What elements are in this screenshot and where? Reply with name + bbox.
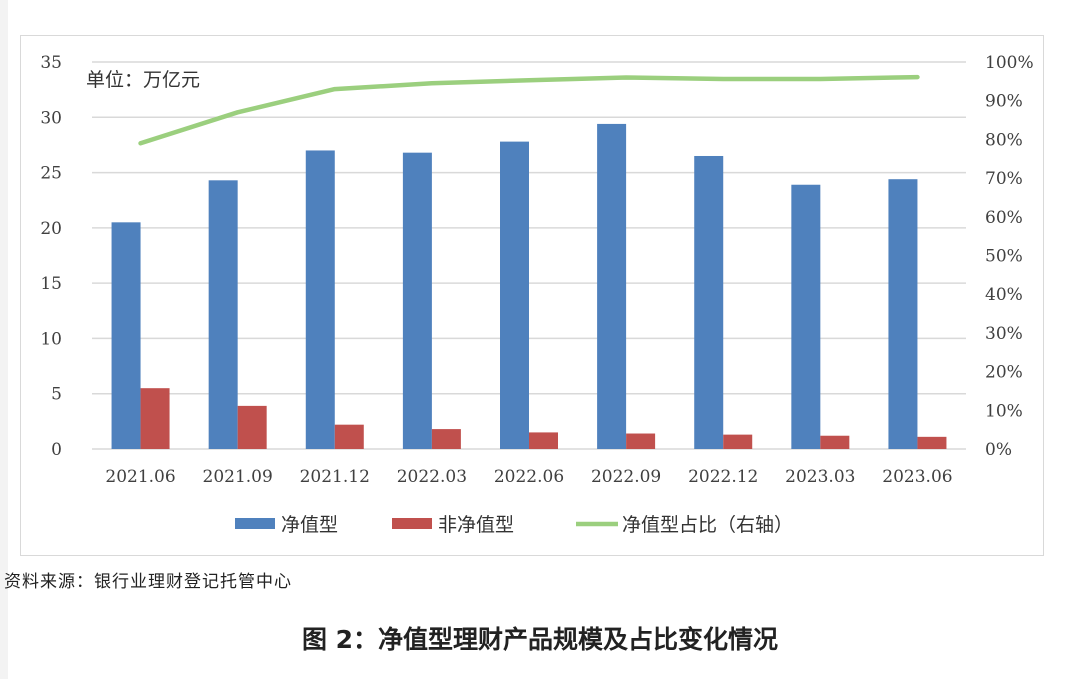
y2-tick-label: 100%: [985, 53, 1034, 73]
y-tick-label: 30: [40, 108, 62, 128]
y-tick-label: 10: [40, 329, 62, 349]
bar-non-net-value: [917, 436, 947, 449]
bar-non-net-value: [626, 433, 656, 449]
bar-net-value: [694, 155, 724, 449]
y2-tick-label: 20%: [985, 363, 1023, 383]
x-tick-label: 2023.03: [785, 467, 855, 487]
bar-non-net-value: [140, 388, 170, 449]
y2-tick-label: 10%: [985, 401, 1023, 421]
bar-net-value: [208, 180, 238, 449]
legend-swatch: [392, 518, 432, 529]
bar-non-net-value: [820, 435, 850, 449]
bar-non-net-value: [237, 405, 267, 449]
y-tick-label: 35: [40, 53, 62, 73]
figure-caption: 图 2：净值型理财产品规模及占比变化情况: [301, 625, 779, 654]
y-tick-label: 15: [40, 274, 62, 294]
legend-label: 非净值型: [438, 514, 514, 536]
legend-swatch: [235, 518, 275, 529]
y2-tick-label: 40%: [985, 285, 1023, 305]
share-line: [138, 74, 920, 146]
y2-tick-label: 30%: [985, 324, 1023, 344]
right-axis-ticks: 100% 90% 80% 70% 60% 50% 40% 30% 20% 10% 0%: [985, 53, 1034, 460]
bars: [111, 123, 947, 450]
bar-net-value: [305, 150, 335, 449]
legend: 净值型 非净值型 净值型占比（右轴）: [235, 514, 793, 536]
source-note: 资料来源：银行业理财登记托管中心: [4, 572, 292, 592]
y-tick-label: 25: [40, 164, 62, 184]
unit-label: 单位：万亿元: [86, 69, 200, 91]
bar-non-net-value: [723, 434, 753, 449]
y2-tick-label: 70%: [985, 169, 1023, 189]
x-tick-label: 2021.12: [300, 467, 370, 487]
share-line-path: [138, 74, 920, 146]
chart-frame: [20, 35, 1044, 556]
y-tick-label: 20: [40, 219, 62, 239]
bar-non-net-value: [431, 429, 461, 449]
x-tick-label: 2021.06: [105, 467, 175, 487]
bar-non-net-value: [334, 424, 364, 449]
bar-non-net-value: [529, 432, 558, 449]
bar-net-value: [402, 152, 432, 449]
x-tick-label: 2021.09: [203, 467, 273, 487]
x-tick-label: 2022.06: [494, 467, 564, 487]
x-tick-label: 2022.09: [591, 467, 661, 487]
y-tick-label: 0: [51, 440, 62, 460]
y2-tick-label: 0%: [985, 440, 1012, 460]
x-tick-label: 2023.06: [882, 467, 952, 487]
bar-net-value: [597, 123, 627, 450]
y2-tick-label: 80%: [985, 130, 1023, 150]
y2-tick-label: 60%: [985, 208, 1023, 228]
legend-label: 净值型占比（右轴）: [622, 514, 793, 536]
left-axis-ticks: 35 30 25 20 15 10 5 0: [40, 53, 62, 460]
bar-net-value: [500, 141, 529, 449]
page-margin: [0, 0, 8, 679]
bar-net-value: [888, 179, 918, 449]
bar-net-value: [111, 222, 141, 449]
y2-tick-label: 90%: [985, 92, 1023, 112]
y-tick-label: 5: [51, 385, 62, 405]
bar-net-value: [791, 184, 821, 449]
x-tick-label: 2022.12: [688, 467, 758, 487]
combo-chart: 35 30 25 20 15 10 5 0 100% 90% 80% 70% 60% 50% 40% 30%…: [40, 53, 1034, 536]
y2-tick-label: 50%: [985, 247, 1023, 267]
legend-label: 净值型: [281, 514, 338, 536]
x-tick-label: 2022.03: [397, 467, 467, 487]
x-axis-ticks: 2021.06 2021.09 2021.12 2022.03 2022.06 2022.…: [105, 467, 952, 487]
